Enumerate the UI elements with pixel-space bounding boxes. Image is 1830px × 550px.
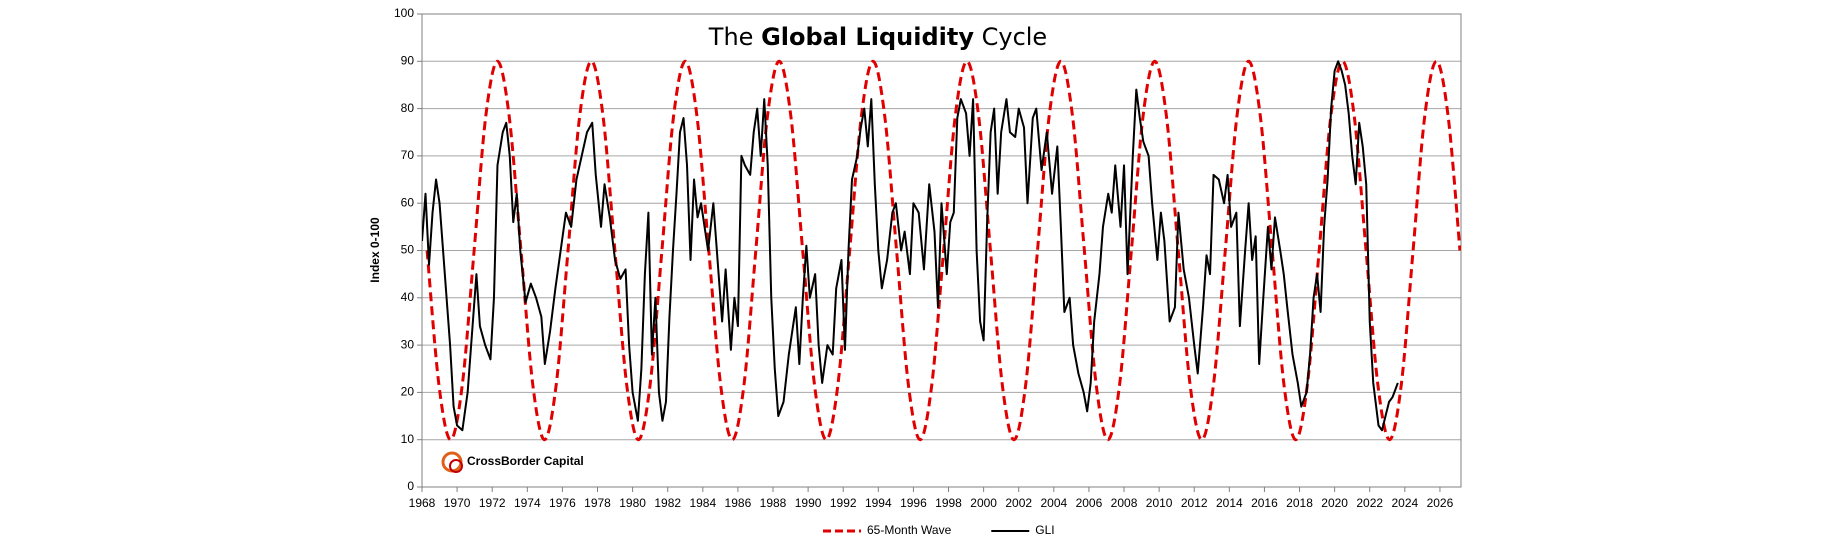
title-part: The [708,23,754,51]
x-tick-label: 2012 [1181,496,1208,510]
x-tick-label: 1990 [795,496,822,510]
y-tick-label: 10 [401,432,415,446]
x-tick-label: 1988 [760,496,787,510]
x-tick-label: 2010 [1146,496,1173,510]
y-tick-label: 20 [401,385,415,399]
x-tick-label: 1998 [935,496,962,510]
logo-mark [449,459,463,473]
x-tick-label: 2026 [1427,496,1454,510]
x-tick-label: 2020 [1321,496,1348,510]
logo: CrossBorder Capital [441,451,584,473]
y-tick-label: 80 [401,101,415,115]
x-tick-label: 2006 [1076,496,1103,510]
x-tick-label: 2000 [970,496,997,510]
title-part: Global Liquidity [761,23,974,51]
x-tick-label: 1996 [900,496,927,510]
plot-frame [421,13,1462,488]
y-axis-label: Index 0-100 [368,217,382,283]
legend-label: GLI [1035,523,1054,537]
series-layer [422,59,1461,442]
y-tick-label: 50 [401,243,415,257]
y-tick-label: 60 [401,195,415,209]
y-tick-label: 70 [401,148,415,162]
x-tick-label: 1980 [619,496,646,510]
y-tick-label: 30 [401,337,415,351]
x-tick-label: 1978 [584,496,611,510]
logo-text: CrossBorder Capital [467,454,584,468]
x-tick-label: 1984 [689,496,716,510]
x-tick-label: 1970 [444,496,471,510]
line [425,59,1461,442]
x-tick-label: 1976 [549,496,576,510]
x-tick-label: 2018 [1286,496,1313,510]
x-tick-label: 2022 [1356,496,1383,510]
chart-title: The Global Liquidity Cycle [708,23,1047,51]
x-tick-label: 1974 [514,496,541,510]
legend-label: 65-Month Wave [867,523,952,537]
x-tick-label: 2002 [1005,496,1032,510]
x-tick-label: 2024 [1391,496,1418,510]
y-tick-label: 90 [401,53,415,67]
x-tick-label: 2014 [1216,496,1243,510]
x-tick-label: 1968 [409,496,436,510]
x-tick-label: 2004 [1040,496,1067,510]
x-tick-label: 2008 [1111,496,1138,510]
x-tick-label: 1994 [865,496,892,510]
x-tick-label: 1992 [830,496,857,510]
x-tick-label: 1982 [654,496,681,510]
x-tick-label: 1972 [479,496,506,510]
x-tick-label: 1986 [725,496,752,510]
y-tick-label: 0 [407,479,414,493]
x-tick-label: 2016 [1251,496,1278,510]
line [422,60,1399,432]
y-tick-label: 100 [394,6,414,20]
title-part: Cycle [982,23,1048,51]
y-tick-label: 40 [401,290,415,304]
